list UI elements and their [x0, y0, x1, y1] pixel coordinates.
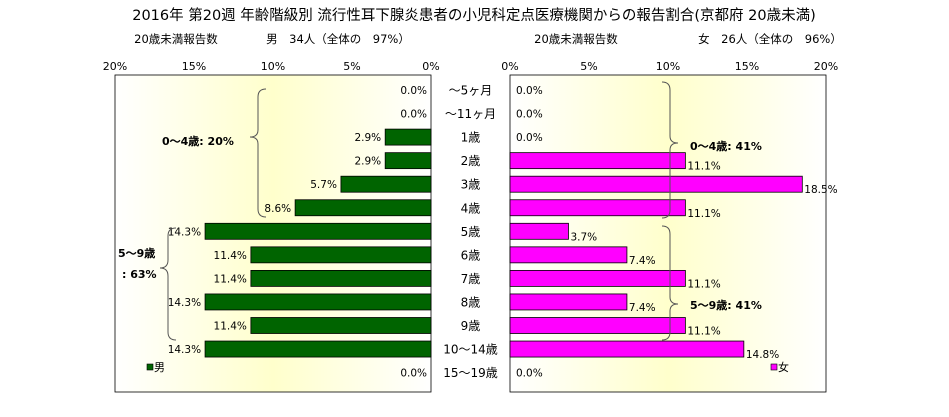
female-data-label: 18.5% [804, 184, 837, 196]
female-data-label: 7.4% [629, 302, 656, 314]
male-bar [250, 317, 432, 334]
male-data-label: 14.3% [168, 226, 201, 238]
category-label: 4歳 [461, 201, 481, 215]
legend-female-label: 女 [778, 360, 789, 374]
male-data-label: 0.0% [400, 85, 427, 97]
female-bar [509, 152, 686, 170]
female-data-label: 11.1% [687, 278, 720, 290]
category-label: ～5ヶ月 [449, 84, 493, 98]
male-bar [294, 199, 432, 217]
male-data-label: 11.4% [214, 273, 247, 285]
male-data-label: 11.4% [214, 250, 247, 262]
male-data-label: 8.6% [264, 203, 291, 215]
axis-tick-left: 10% [261, 60, 285, 73]
legend-female-swatch [770, 363, 778, 371]
left-header-count-label: 20歳未満報告数 [134, 32, 218, 46]
category-labels: ～5ヶ月 ～11ヶ月 1歳 2歳 3歳 4歳 5歳 6歳 7歳 8歳 9歳 10～14歳 15～19歳 [443, 84, 498, 381]
male-data-label: 0.0% [400, 368, 427, 380]
category-label: 7歳 [461, 272, 481, 286]
male-data-label: 11.4% [214, 321, 247, 333]
male-data-label: 14.3% [168, 297, 201, 309]
category-label: ～11ヶ月 [445, 107, 496, 121]
female-group-brace-0-4 [661, 81, 679, 219]
axis-tick-right: 10% [656, 60, 680, 73]
female-data-label: 11.1% [687, 161, 720, 173]
axis-tick-left: 0% [422, 60, 439, 73]
female-data-labels: 0.0% 0.0% 0.0% 11.1% 18.5% 11.1% 3.7% 7.4% 11.1%… [516, 85, 838, 380]
right-header-summary: 女 26人（全体の 96%） [698, 32, 842, 46]
chart-title: 2016年 第20週 年齢階級別 流行性耳下腺炎患者の小児科定点医療機関からの報… [132, 6, 816, 24]
legend-male-label: 男 [154, 361, 165, 374]
female-data-label: 0.0% [516, 85, 543, 97]
female-group-label-0-4: 0～4歳: 41% [690, 139, 762, 153]
axis-ticks-right: 0% 5% 10% 15% 20% [501, 60, 838, 73]
right-header-count-label: 20歳未満報告数 [534, 32, 618, 46]
female-data-label: 11.1% [687, 208, 720, 220]
male-data-label: 2.9% [354, 132, 381, 144]
axis-tick-right: 15% [735, 60, 759, 73]
axis-ticks-left: 20% 15% 10% 5% 0% [103, 60, 440, 73]
female-data-label: 14.8% [746, 349, 779, 361]
male-data-labels: 0.0% 0.0% 2.9% 2.9% 5.7% 8.6% 14.3% 11.4% 11.4% 1… [168, 85, 427, 380]
category-label: 3歳 [461, 178, 481, 192]
female-bar [509, 317, 686, 334]
female-data-label: 0.0% [516, 368, 543, 380]
male-bar [384, 152, 432, 170]
female-bar [509, 222, 569, 240]
female-data-label: 0.0% [516, 132, 543, 144]
axis-tick-left: 15% [182, 60, 206, 73]
axis-tick-left: 20% [103, 60, 127, 73]
category-label: 6歳 [461, 248, 481, 262]
female-bar [509, 175, 803, 193]
male-bar [204, 222, 432, 240]
category-label: 1歳 [461, 131, 481, 145]
female-data-label: 11.1% [687, 326, 720, 338]
left-header-summary: 男 34人（全体の 97%） [266, 32, 410, 46]
category-label: 10～14歳 [443, 343, 498, 357]
male-data-label: 2.9% [354, 156, 381, 168]
female-bar [509, 340, 745, 358]
axis-tick-right: 20% [814, 60, 838, 73]
male-bar [204, 340, 432, 358]
male-data-label: 5.7% [310, 179, 337, 191]
female-bar [509, 199, 686, 217]
male-group-label-5-9-line2: : 63% [122, 268, 157, 281]
male-bars [204, 128, 432, 358]
female-group-label-5-9: 5～9歳: 41% [690, 298, 762, 312]
male-group-brace-0-4 [249, 88, 267, 218]
female-data-label: 7.4% [629, 255, 656, 267]
female-bars [509, 152, 803, 358]
male-data-label: 0.0% [400, 109, 427, 121]
female-bar [509, 246, 628, 264]
male-bar [204, 293, 432, 311]
female-data-label: 3.7% [570, 231, 597, 243]
category-label: 2歳 [461, 154, 481, 168]
category-label: 5歳 [461, 225, 481, 239]
female-bar [509, 269, 686, 287]
male-data-label: 14.3% [168, 344, 201, 356]
male-group-label-0-4: 0～4歳: 20% [162, 134, 234, 148]
category-label: 9歳 [461, 319, 481, 333]
category-label: 8歳 [461, 295, 481, 309]
legend-male-swatch [146, 363, 154, 371]
male-bar [340, 175, 432, 193]
male-group-label-5-9-line1: 5～9歳 [118, 246, 155, 260]
female-group-brace-5-9 [661, 225, 679, 341]
axis-tick-right: 0% [501, 60, 518, 73]
axis-tick-left: 5% [343, 60, 360, 73]
male-bar [250, 269, 432, 287]
male-group-brace-5-9 [159, 227, 177, 341]
female-data-label: 0.0% [516, 109, 543, 121]
female-bar [509, 293, 628, 311]
male-bar [250, 246, 432, 264]
category-label: 15～19歳 [443, 366, 498, 380]
axis-tick-right: 5% [580, 60, 597, 73]
male-bar [384, 128, 432, 146]
